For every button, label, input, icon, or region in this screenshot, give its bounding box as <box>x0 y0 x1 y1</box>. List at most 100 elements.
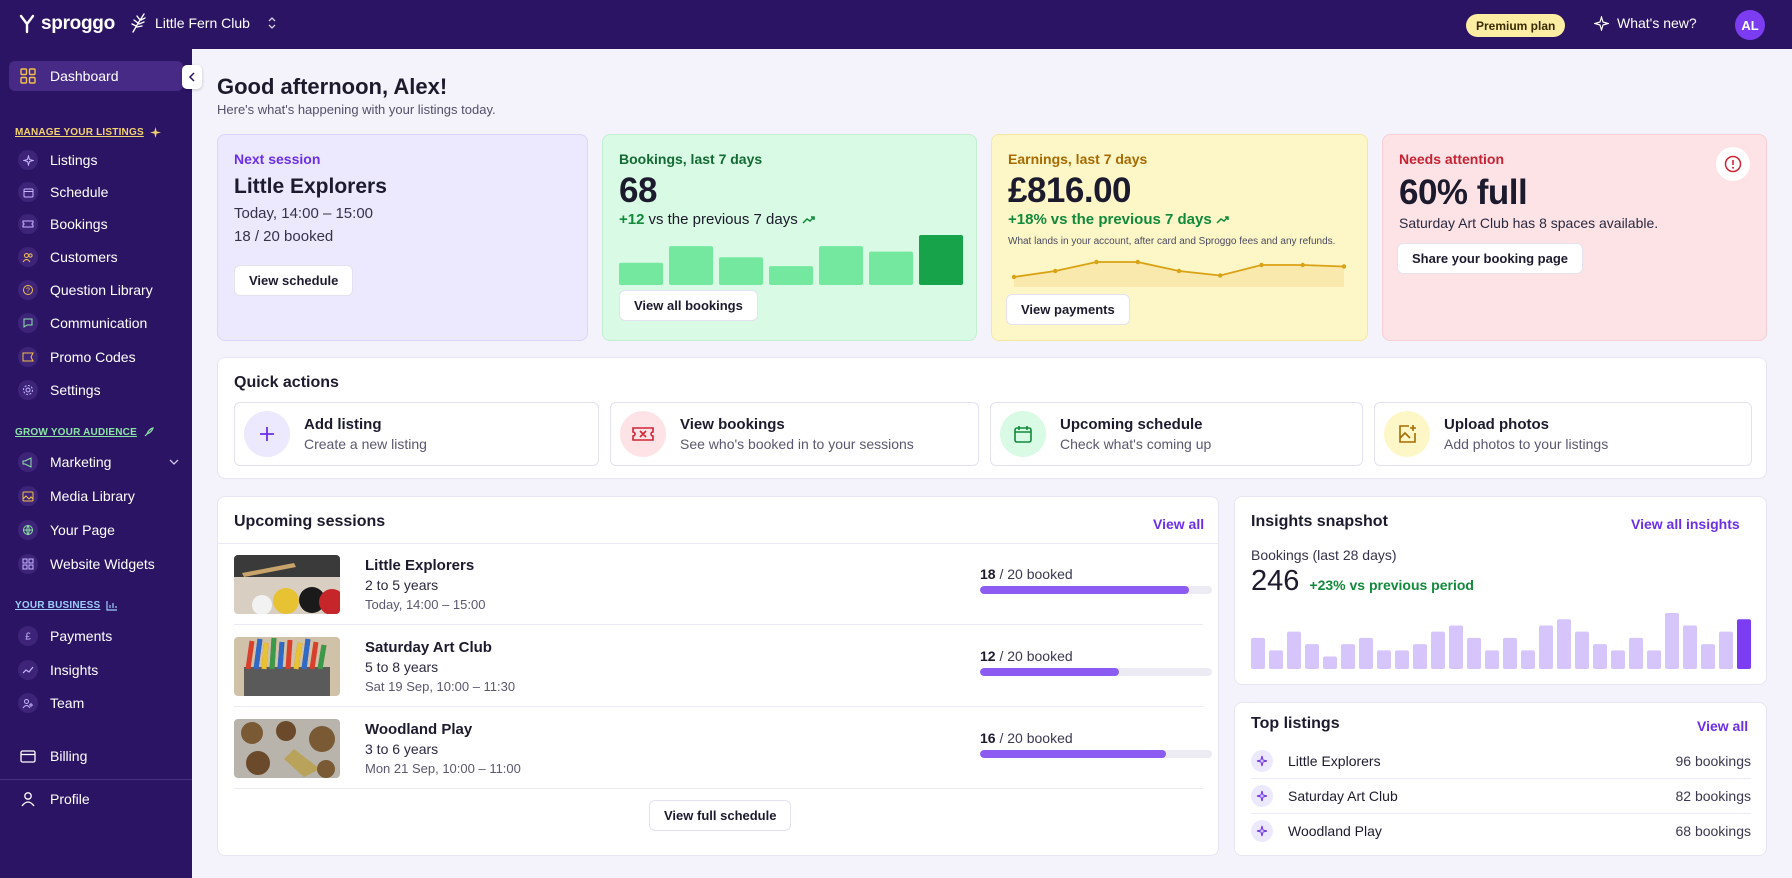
booked-count: 16 <box>980 730 996 746</box>
earnings-sparkline <box>1011 259 1347 287</box>
sidebar-collapse-button[interactable] <box>182 65 202 89</box>
sidebar-item-bookings[interactable]: Bookings <box>9 209 183 239</box>
sidebar-item-question-library[interactable]: ? Question Library <box>9 275 183 305</box>
sidebar-item-promo-codes[interactable]: Promo Codes <box>9 342 183 372</box>
quick-action-add-listing[interactable]: Add listing Create a new listing <box>234 402 599 466</box>
session-row[interactable]: Saturday Art Club 5 to 8 years Sat 19 Se… <box>234 626 1212 707</box>
session-booked: 12 / 20 booked <box>980 648 1073 664</box>
view-payments-button[interactable]: View payments <box>1006 294 1130 325</box>
trend-up-icon <box>1216 215 1230 225</box>
session-row[interactable]: Little Explorers 2 to 5 years Today, 14:… <box>234 544 1212 625</box>
sparkle-icon <box>1594 15 1609 31</box>
booking-progress-fill <box>980 586 1189 594</box>
insights-metric: 246 +23% vs previous period <box>1251 565 1474 598</box>
insights-bar <box>1395 650 1409 669</box>
bookings-value: 68 <box>619 171 657 210</box>
booked-capacity: / 20 booked <box>999 566 1073 582</box>
top-listings-title: Top listings <box>1251 715 1340 732</box>
quick-action-subtitle: Create a new listing <box>304 436 427 452</box>
view-all-insights-link[interactable]: View all insights <box>1631 516 1740 532</box>
sidebar-item-customers[interactable]: Customers <box>9 242 183 272</box>
quick-action-upcoming-schedule[interactable]: Upcoming schedule Check what's coming up <box>990 402 1363 466</box>
section-title: MANAGE YOUR LISTINGS <box>15 127 144 138</box>
insights-title: Insights snapshot <box>1251 513 1388 530</box>
header-divider <box>218 543 1218 544</box>
sidebar-item-communication[interactable]: Communication <box>9 308 183 338</box>
insights-bar <box>1449 625 1463 669</box>
sidebar-label: Promo Codes <box>50 349 136 365</box>
sidebar-label: Media Library <box>50 488 135 504</box>
sidebar-item-dashboard[interactable]: Dashboard <box>9 61 183 91</box>
sidebar-item-media-library[interactable]: Media Library <box>9 481 183 511</box>
session-time: Sat 19 Sep, 10:00 – 11:30 <box>365 679 516 694</box>
booked-count: 18 <box>980 566 996 582</box>
insights-bar <box>1485 650 1499 669</box>
view-all-bookings-button[interactable]: View all bookings <box>619 290 758 321</box>
quick-action-title: Upload photos <box>1444 416 1549 433</box>
upcoming-view-all-link[interactable]: View all <box>1153 516 1205 532</box>
quick-action-upload-photos[interactable]: Upload photos Add photos to your listings <box>1374 402 1752 466</box>
insights-bar <box>1539 625 1553 669</box>
plan-badge[interactable]: Premium plan <box>1466 14 1566 37</box>
insights-snapshot-panel: Insights snapshot View all insights Book… <box>1234 496 1767 685</box>
session-time: Mon 21 Sep, 10:00 – 11:00 <box>365 761 521 776</box>
sidebar-item-billing[interactable]: Billing <box>9 741 183 771</box>
earnings-point <box>1218 273 1223 278</box>
insights-bar <box>1341 644 1355 669</box>
page-title: Good afternoon, Alex! <box>217 74 448 99</box>
sproggo-logo[interactable]: sproggo <box>18 13 115 35</box>
insights-value: 246 <box>1251 565 1300 597</box>
insights-bar <box>1269 650 1283 669</box>
session-name: Little Explorers <box>365 557 475 574</box>
bar-chart-icon <box>106 600 118 611</box>
booking-progress-fill <box>980 668 1120 676</box>
sidebar-item-marketing[interactable]: Marketing <box>9 447 183 477</box>
booking-progress <box>980 750 1212 758</box>
top-listings-view-all-link[interactable]: View all <box>1697 718 1749 734</box>
sidebar-item-team[interactable]: Team <box>9 688 183 718</box>
top-listing-row[interactable]: Saturday Art Club 82 bookings <box>1251 778 1751 813</box>
sidebar-item-payments[interactable]: £ Payments <box>9 621 183 651</box>
view-schedule-button[interactable]: View schedule <box>234 265 354 296</box>
user-icon <box>18 789 38 809</box>
sidebar-item-website-widgets[interactable]: Website Widgets <box>9 549 183 579</box>
page-subtitle: Here's what's happening with your listin… <box>217 102 496 117</box>
earnings-point <box>1259 262 1264 268</box>
sidebar-item-profile[interactable]: Profile <box>9 784 183 814</box>
whats-new-button[interactable]: What's new? <box>1594 15 1697 31</box>
sidebar-item-insights[interactable]: Insights <box>9 655 183 685</box>
team-icon <box>18 693 38 713</box>
org-switcher[interactable]: Little Fern Club <box>130 13 277 33</box>
sidebar-divider <box>0 779 192 780</box>
top-listing-row[interactable]: Woodland Play 68 bookings <box>1251 813 1751 848</box>
insights-bar <box>1359 637 1373 669</box>
session-name: Woodland Play <box>365 721 473 738</box>
calendar-icon <box>1000 411 1046 457</box>
user-avatar[interactable]: AL <box>1735 10 1765 40</box>
view-full-schedule-button[interactable]: View full schedule <box>649 800 792 831</box>
session-row[interactable]: Woodland Play 3 to 6 years Mon 21 Sep, 1… <box>234 708 1212 789</box>
booking-progress <box>980 668 1212 676</box>
insights-bar <box>1305 644 1319 669</box>
insights-bar <box>1251 637 1265 669</box>
insights-bar <box>1647 650 1661 669</box>
bookings-compare: vs the previous 7 days <box>648 211 798 228</box>
card-label: Bookings, last 7 days <box>619 151 763 167</box>
sparkle-icon <box>1251 820 1273 842</box>
top-listing-row[interactable]: Little Explorers 96 bookings <box>1251 743 1751 778</box>
insights-bar <box>1629 637 1643 669</box>
megaphone-icon <box>18 452 38 472</box>
share-booking-page-button[interactable]: Share your booking page <box>1397 243 1584 274</box>
quick-action-view-bookings[interactable]: View bookings See who's booked in to your… <box>610 402 979 466</box>
needs-attention-card: Needs attention 60% full Saturday Art Cl… <box>1382 134 1767 341</box>
sidebar-label: Listings <box>50 152 98 168</box>
sidebar-label: Billing <box>50 748 88 764</box>
sidebar-item-schedule[interactable]: Schedule <box>9 177 183 207</box>
sidebar-item-settings[interactable]: Settings <box>9 375 183 405</box>
whats-new-label: What's new? <box>1617 15 1697 31</box>
sparkle-icon <box>1251 785 1273 807</box>
sidebar-item-listings[interactable]: Listings <box>9 145 183 175</box>
trend-icon <box>18 660 38 680</box>
bookings-bar <box>769 266 813 285</box>
sidebar-item-your-page[interactable]: Your Page <box>9 515 183 545</box>
